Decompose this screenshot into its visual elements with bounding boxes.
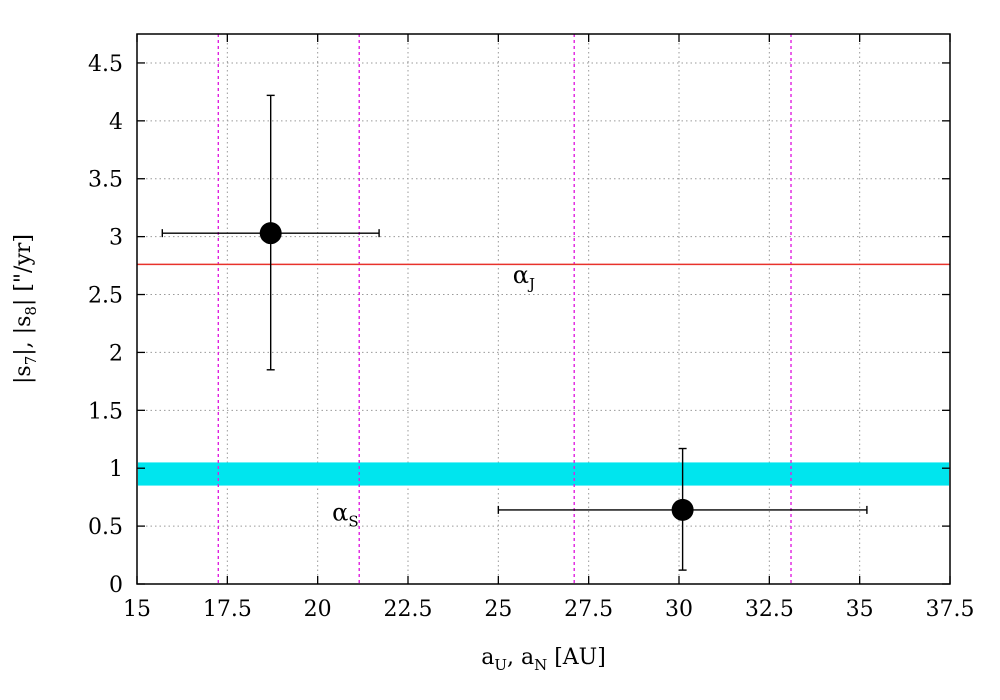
x-tick-label: 37.5: [926, 597, 975, 622]
x-axis-label: aU, aN [AU]: [481, 645, 606, 674]
alpha-s-label: αS: [332, 498, 359, 530]
x-tick-label: 30: [665, 597, 693, 622]
data-point: [497, 447, 868, 571]
y-tick-label: 3: [109, 226, 123, 251]
y-tick-label: 0: [109, 573, 123, 598]
x-tick-label: 25: [484, 597, 512, 622]
plot-frame: [136, 33, 951, 585]
y-tick-label: 2: [109, 341, 123, 366]
x-tick-label: 35: [846, 597, 874, 622]
y-axis-label: |s7|, |s8| ["/yr]: [11, 234, 40, 384]
bands: [138, 462, 949, 486]
resonance-lines: [217, 34, 792, 584]
point-marker: [671, 498, 694, 521]
alpha-s-band: [138, 462, 949, 486]
ticks: 15 17.5 20 22.5 25 27.5 30 32.5 35 37.500.511.522…: [88, 34, 974, 622]
data-points: [161, 94, 868, 571]
y-tick-label: 3.5: [88, 168, 123, 193]
y-tick-label: 0.5: [88, 515, 123, 540]
y-tick-label: 4: [109, 110, 123, 135]
alpha-j-label: αJ: [513, 261, 535, 293]
y-tick-label: 1: [109, 457, 123, 482]
x-tick-label: 22.5: [384, 597, 433, 622]
x-tick-label: 15: [123, 597, 151, 622]
grid: [137, 34, 950, 584]
y-tick-label: 1.5: [88, 399, 123, 424]
x-tick-label: 20: [304, 597, 332, 622]
x-tick-label: 17.5: [203, 597, 252, 622]
data-point: [161, 94, 380, 371]
y-tick-label: 4.5: [88, 52, 123, 77]
x-tick-label: 27.5: [564, 597, 613, 622]
y-tick-label: 2.5: [88, 284, 123, 309]
plot-border: [136, 33, 951, 585]
point-marker: [259, 222, 282, 245]
labels: αS αJ aU, aN [AU] |s7|, |s8| ["/yr]: [11, 234, 606, 674]
x-tick-label: 32.5: [745, 597, 794, 622]
